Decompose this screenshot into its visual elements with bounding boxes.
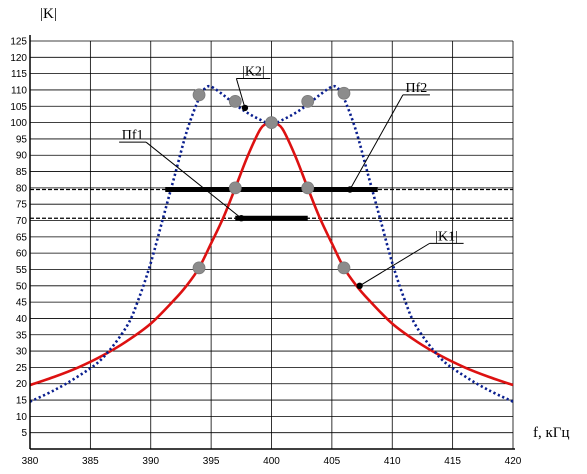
annotation-label: |K2| bbox=[242, 65, 265, 80]
y-tick-label: 10 bbox=[16, 412, 28, 423]
chart-grid bbox=[30, 40, 514, 449]
y-tick-label: 25 bbox=[16, 363, 28, 374]
y-tick-label: 95 bbox=[16, 134, 28, 145]
y-tick-label: 90 bbox=[16, 151, 28, 162]
x-tick-label: 405 bbox=[324, 456, 341, 467]
data-marker bbox=[228, 181, 242, 195]
x-axis-label: f, кГц bbox=[533, 425, 569, 441]
y-tick-label: 30 bbox=[16, 347, 28, 358]
y-tick-label: 120 bbox=[10, 53, 27, 64]
chart-axes bbox=[29, 35, 515, 450]
y-tick-label: 65 bbox=[16, 232, 28, 243]
y-tick-label: 100 bbox=[10, 118, 27, 129]
annotations: |K2| Пf2 Пf1 |K1| bbox=[119, 65, 464, 289]
y-tick-label: 20 bbox=[16, 379, 28, 390]
annotation-leader bbox=[349, 94, 404, 190]
x-tick-label: 380 bbox=[22, 456, 39, 467]
y-tick-label: 80 bbox=[16, 183, 28, 194]
data-marker bbox=[337, 261, 351, 275]
data-marker bbox=[265, 116, 278, 129]
y-tick-label: 55 bbox=[16, 265, 28, 276]
plot-area bbox=[29, 84, 514, 403]
y-tick-label: 5 bbox=[21, 428, 27, 439]
y-tick-label: 105 bbox=[10, 102, 27, 113]
y-tick-label: 110 bbox=[11, 85, 27, 96]
data-marker bbox=[337, 86, 351, 100]
y-tick-label: 15 bbox=[16, 396, 28, 407]
x-tick-label: 415 bbox=[444, 456, 461, 467]
y-tick-label: 50 bbox=[16, 281, 28, 292]
x-tick-label: 420 bbox=[505, 456, 522, 467]
y-tick-label: 75 bbox=[16, 200, 28, 211]
data-marker bbox=[192, 261, 206, 275]
data-marker bbox=[301, 181, 315, 195]
y-tick-label: 60 bbox=[16, 249, 28, 260]
annotation-point bbox=[346, 186, 354, 193]
tick-labels: 5 10 15 20 25 30 35 40 45 50 55 60 65 70 75 80 85 90 95 100… bbox=[10, 37, 521, 468]
x-tick-label: 385 bbox=[82, 456, 99, 467]
y-tick-label: 40 bbox=[16, 314, 28, 325]
y-tick-label: 45 bbox=[16, 298, 28, 309]
annotation-leader bbox=[359, 242, 430, 287]
annotation-point bbox=[356, 282, 363, 289]
annotation-label: Пf2 bbox=[406, 81, 428, 96]
y-tick-label: 35 bbox=[16, 330, 28, 341]
x-tick-label: 395 bbox=[203, 456, 220, 467]
annotation-point bbox=[241, 104, 249, 112]
data-marker bbox=[192, 88, 206, 102]
x-tick-label: 400 bbox=[263, 456, 280, 467]
y-tick-label: 85 bbox=[16, 167, 28, 178]
data-marker bbox=[301, 94, 315, 108]
y-tick-label: 125 bbox=[10, 37, 27, 48]
annotation-leader bbox=[145, 141, 242, 219]
y-axis-label: |K| bbox=[40, 6, 57, 22]
y-tick-label: 115 bbox=[11, 69, 27, 80]
annotation-label: |K1| bbox=[435, 229, 458, 244]
y-tick-label: 70 bbox=[16, 216, 28, 227]
data-marker bbox=[228, 94, 242, 108]
annotation-leader bbox=[235, 78, 246, 109]
x-tick-label: 390 bbox=[142, 456, 159, 467]
x-tick-label: 410 bbox=[384, 456, 401, 467]
annotation-point bbox=[238, 215, 245, 222]
annotation-label: Пf1 bbox=[122, 128, 144, 143]
